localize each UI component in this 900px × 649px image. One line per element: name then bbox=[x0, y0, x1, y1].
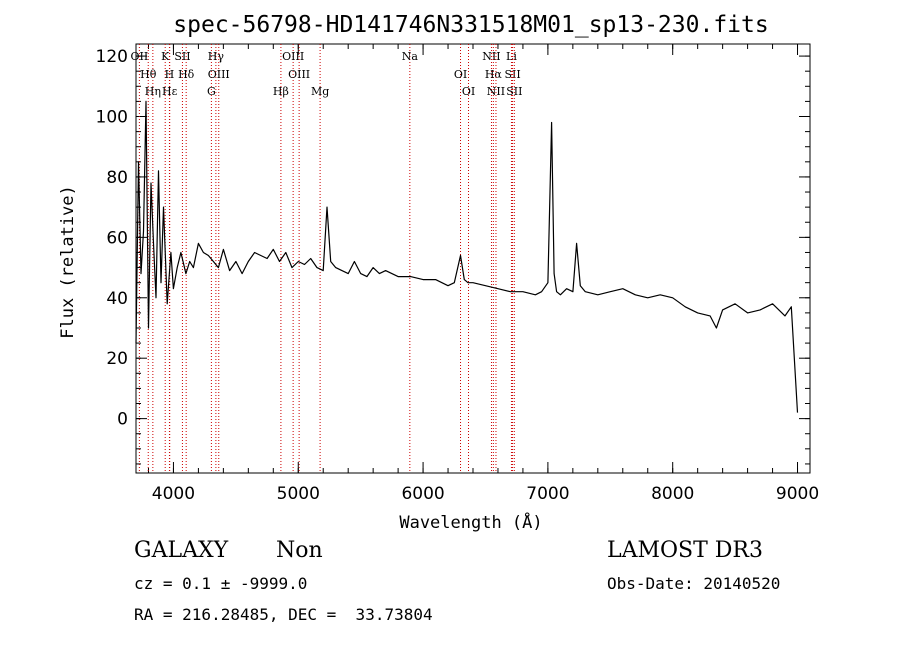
line-marker-label: OI bbox=[462, 85, 475, 98]
x-tick-label: 8000 bbox=[651, 484, 694, 504]
object-class-label: GALAXY bbox=[134, 538, 229, 563]
x-tick-label: 4000 bbox=[152, 484, 195, 504]
y-tick-label: 40 bbox=[106, 289, 128, 309]
x-tick-label: 5000 bbox=[277, 484, 320, 504]
line-marker-label: NII bbox=[487, 85, 505, 98]
line-marker-label: Li bbox=[506, 50, 517, 63]
line-marker-label: K bbox=[161, 50, 170, 63]
observation-date-text: Obs-Date: 20140520 bbox=[607, 574, 781, 593]
line-marker-label: SII bbox=[506, 85, 522, 98]
line-marker-label: OII bbox=[131, 50, 149, 63]
line-marker-label: OI bbox=[454, 68, 467, 81]
line-marker-label: OIII bbox=[282, 50, 304, 63]
x-tick-label: 9000 bbox=[776, 484, 819, 504]
y-tick-label: 20 bbox=[106, 349, 128, 369]
y-tick-label: 100 bbox=[96, 108, 128, 128]
plot-frame bbox=[135, 43, 811, 474]
line-marker-label: SII bbox=[174, 50, 190, 63]
redshift-text: cz = 0.1 ± -9999.0 bbox=[134, 574, 308, 593]
spectrum-series bbox=[135, 100, 799, 413]
plot-axes: 4000 5000 6000 7000 8000 9000 0 20 40 60 80 100 120 bbox=[96, 43, 819, 504]
line-marker-label: Hθ bbox=[140, 68, 157, 81]
y-tick-label: 0 bbox=[117, 410, 128, 430]
line-marker-label: OIII bbox=[288, 68, 310, 81]
line-marker-label: Mg bbox=[311, 85, 329, 98]
chart-title: spec-56798-HD141746N331518M01_sp13-230.f… bbox=[173, 12, 768, 38]
survey-label: LAMOST DR3 bbox=[607, 538, 763, 563]
line-marker-label: OIII bbox=[208, 68, 230, 81]
line-marker-label: SII bbox=[504, 68, 520, 81]
x-axis-label: Wavelength (Å) bbox=[399, 511, 542, 533]
y-axis-label: Flux (relative) bbox=[58, 185, 78, 339]
line-marker-label: Hδ bbox=[178, 68, 195, 81]
line-marker-label: Na bbox=[402, 50, 419, 63]
coordinates-text: RA = 216.28485, DEC = 33.73804 bbox=[134, 605, 433, 624]
spectrum-line bbox=[135, 100, 799, 413]
line-marker-label: Hη bbox=[145, 85, 161, 98]
line-marker-label: Hγ bbox=[208, 50, 225, 63]
line-markers: OIIHθHηKHHεSIIHδGHγOIIIHβOIIIOIIIMgNaOIO… bbox=[131, 44, 522, 473]
line-marker-label: Hβ bbox=[273, 85, 289, 98]
line-marker-label: G bbox=[207, 85, 216, 98]
y-tick-label: 80 bbox=[106, 168, 128, 188]
x-tick-label: 6000 bbox=[401, 484, 444, 504]
x-tick-label: 7000 bbox=[526, 484, 569, 504]
object-subclass-label: Non bbox=[276, 538, 323, 563]
line-marker-label: NII bbox=[482, 50, 500, 63]
y-tick-label: 120 bbox=[96, 47, 128, 67]
y-tick-label: 60 bbox=[106, 228, 128, 248]
line-marker-label: Hα bbox=[485, 68, 503, 81]
line-marker-label: Hε bbox=[162, 85, 178, 98]
